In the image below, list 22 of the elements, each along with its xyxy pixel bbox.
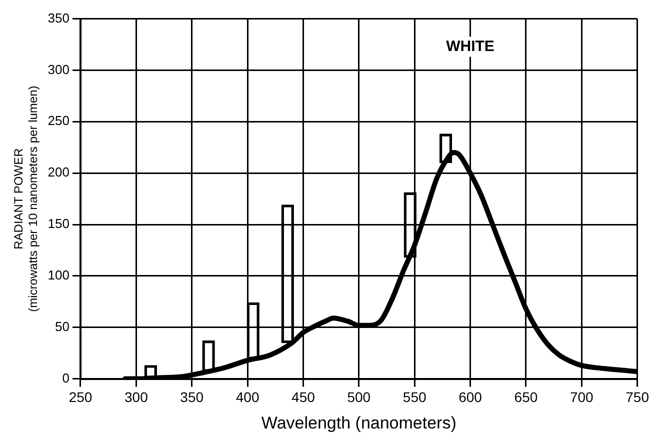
x-tick-label: 500 [347, 389, 371, 406]
x-tick-label: 400 [236, 389, 260, 406]
annotation: WHITE [446, 38, 494, 55]
x-tick-label: 250 [68, 389, 92, 406]
y-tick-label: 50 [55, 318, 70, 334]
y-tick-label: 200 [48, 164, 70, 180]
y-axis-title: RADIANT POWER (microwatts per 10 nanometers per lumen) [12, 86, 40, 312]
x-tick-label: 300 [124, 389, 148, 406]
x-tick-label: 750 [626, 389, 650, 406]
y-tick-label: 100 [48, 268, 70, 283]
x-tick-label: 450 [292, 389, 316, 406]
y-tick-label: 150 [48, 216, 70, 232]
y-tick-label: 0 [62, 370, 70, 386]
x-tick-label: 550 [402, 389, 426, 406]
x-axis-title: Wavelength (nanometers) [261, 413, 456, 432]
x-tick-label: 350 [180, 389, 204, 406]
x-tick-label: 700 [570, 389, 594, 406]
x-tick-label: 600 [458, 389, 482, 406]
x-tick-label: 650 [514, 389, 538, 406]
y-tick-label: 350 [48, 10, 70, 26]
y-tick-label: 300 [48, 62, 70, 77]
y-tick-label: 250 [48, 113, 70, 128]
